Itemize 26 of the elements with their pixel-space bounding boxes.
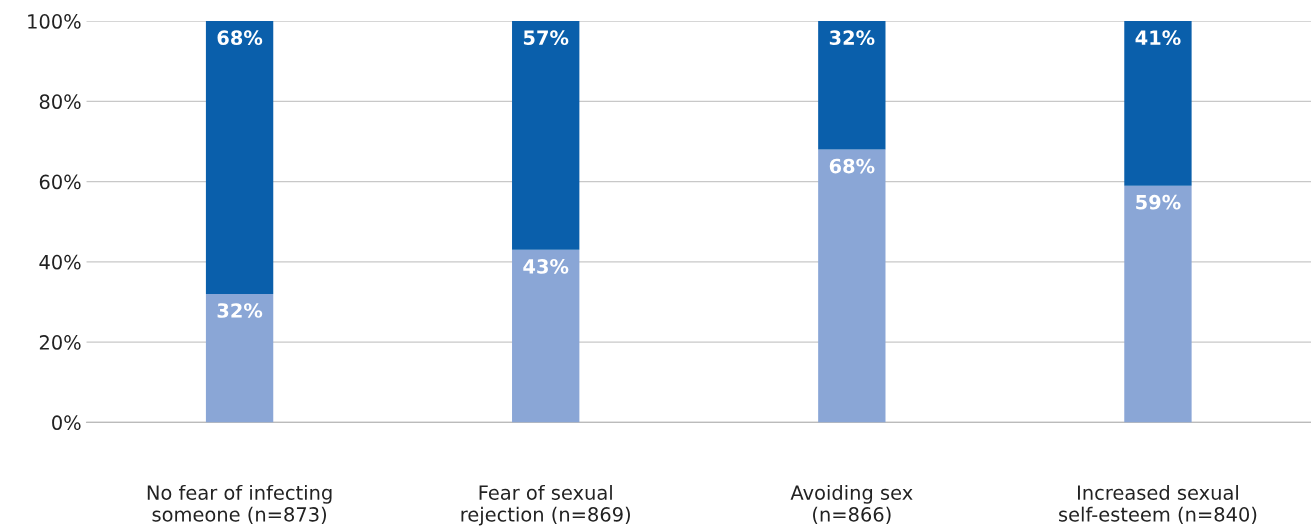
bar — [1124, 185, 1192, 423]
y-tick-label: 100% — [28, 14, 81, 29]
y-tick-label: 40% — [39, 254, 81, 270]
data-label: 68% — [217, 30, 263, 45]
y-tick-label: 0% — [52, 415, 81, 431]
bar — [818, 149, 886, 423]
bar — [512, 21, 580, 250]
data-label: 57% — [523, 30, 569, 45]
y-tick-label: 20% — [39, 335, 81, 350]
bar — [1124, 21, 1192, 186]
bar — [512, 249, 580, 423]
x-tick-label: No fear of infecting someone (n=873) — [147, 484, 332, 525]
y-tick-label: 60% — [39, 174, 81, 190]
y-tick-label: 80% — [39, 94, 81, 110]
data-label: 68% — [829, 158, 875, 174]
data-label: 59% — [1136, 194, 1181, 210]
bar — [205, 293, 274, 423]
bar — [818, 21, 886, 150]
data-label: 32% — [217, 303, 263, 318]
x-tick-label: Increased sexual self-esteem (n=840) — [1059, 484, 1257, 525]
data-label: 41% — [1135, 30, 1181, 45]
bar — [205, 21, 274, 294]
x-tick-label: Fear of sexual rejection (n=869) — [461, 484, 630, 526]
data-label: 43% — [523, 259, 569, 274]
data-label: 32% — [829, 30, 875, 45]
x-tick-label: Avoiding sex (n=866) — [790, 484, 913, 525]
